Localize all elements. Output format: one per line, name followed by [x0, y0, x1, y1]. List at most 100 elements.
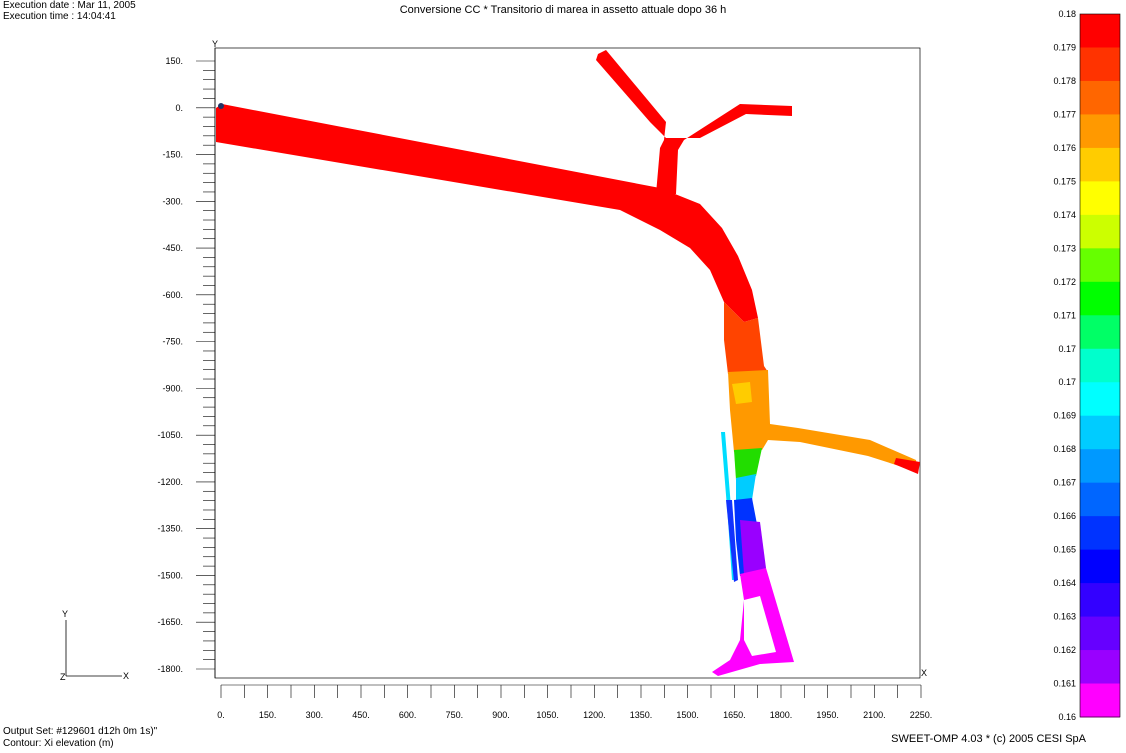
- x-axis-label: X: [921, 668, 927, 678]
- x-tick-label: 0.: [217, 710, 225, 720]
- legend-level-label: 0.162: [1053, 645, 1076, 655]
- y-tick-label: -1050.: [157, 430, 183, 440]
- channel-upper: [724, 302, 768, 374]
- legend-level-label: 0.16: [1058, 712, 1076, 722]
- y-tick-label: -600.: [162, 290, 183, 300]
- y-tick-label: 0.: [175, 103, 183, 113]
- channel-mid: [728, 370, 918, 472]
- x-tick-label: 750.: [446, 710, 464, 720]
- contour-label: Contour: Xi elevation (m): [3, 738, 114, 749]
- y-tick-label: 150.: [165, 56, 183, 66]
- legend-level-label: 0.164: [1053, 578, 1076, 588]
- east-outflow-tip: [894, 458, 920, 474]
- y-tick-label: -1350.: [157, 524, 183, 534]
- side-channel-blue: [726, 500, 738, 582]
- legend-swatch: [1080, 516, 1120, 551]
- legend-level-label: 0.165: [1053, 545, 1076, 555]
- execution-date: Execution date : Mar 11, 2005: [3, 0, 136, 11]
- channel-cyan: [736, 474, 756, 502]
- legend-frame: [1079, 13, 1121, 718]
- legend-level-label: 0.176: [1053, 143, 1076, 153]
- y-tick-label: -750.: [162, 337, 183, 347]
- y-tick-label: -150.: [162, 150, 183, 160]
- y-tick-label: -450.: [162, 243, 183, 253]
- y-axis-label: Y: [212, 39, 218, 49]
- y-tick-label: -1200.: [157, 477, 183, 487]
- x-axis-ticks: 0. 150. 300. 450. 600. 750. 900. 1050. 1200. 1350…: [217, 684, 933, 720]
- legend-level-label: 0.174: [1053, 210, 1076, 220]
- x-tick-label: 1050.: [536, 710, 559, 720]
- legend-level-label: 0.178: [1053, 76, 1076, 86]
- contour-regions: [216, 50, 920, 676]
- chart-title: Conversione CC * Transitorio di marea in…: [399, 4, 727, 16]
- legend-swatch: [1080, 114, 1120, 149]
- legend-swatch: [1080, 415, 1120, 450]
- x-tick-label: 2100.: [863, 710, 886, 720]
- legend-swatch: [1080, 181, 1120, 216]
- legend-swatch: [1080, 214, 1120, 249]
- legend-swatch: [1080, 348, 1120, 383]
- legend-level-label: 0.171: [1053, 310, 1076, 320]
- x-tick-label: 1800.: [770, 710, 793, 720]
- legend-swatch: [1080, 80, 1120, 115]
- color-legend: 0.18 0.179 0.178 0.177 0.176 0.175 0.174 0.173 0…: [1053, 9, 1121, 722]
- basin-hole: [744, 596, 776, 656]
- legend-swatch: [1080, 583, 1120, 618]
- y-tick-label: -1650.: [157, 617, 183, 627]
- channel-violet: [740, 520, 766, 574]
- triad-y-label: Y: [62, 609, 68, 619]
- legend-level-label: 0.173: [1053, 243, 1076, 253]
- legend-swatch: [1080, 14, 1120, 48]
- legend-swatch: [1080, 449, 1120, 484]
- legend-swatch: [1080, 248, 1120, 283]
- y-tick-label: -1500.: [157, 570, 183, 580]
- legend-level-label: 0.18: [1058, 9, 1076, 19]
- legend-level-label: 0.17: [1058, 344, 1076, 354]
- legend-level-label: 0.169: [1053, 411, 1076, 421]
- triad-x-label: X: [123, 671, 129, 681]
- execution-time: Execution time : 14:04:41: [3, 11, 116, 22]
- legend-level-label: 0.179: [1053, 42, 1076, 52]
- x-tick-label: 600.: [399, 710, 417, 720]
- x-tick-label: 300.: [306, 710, 324, 720]
- legend-swatch: [1080, 650, 1120, 685]
- origin-marker: [218, 103, 224, 109]
- software-credit: SWEET-OMP 4.03 * (c) 2005 CESI SpA: [891, 733, 1086, 745]
- y-tick-label: -1800.: [157, 664, 183, 674]
- channel-green: [734, 448, 762, 480]
- legend-swatch: [1080, 549, 1120, 584]
- y-tick-label: -900.: [162, 383, 183, 393]
- legend-level-label: 0.177: [1053, 109, 1076, 119]
- main-canal: [216, 104, 758, 322]
- legend-swatch: [1080, 315, 1120, 350]
- x-tick-label: 1650.: [723, 710, 746, 720]
- legend-swatch: [1080, 683, 1120, 718]
- legend-level-label: 0.175: [1053, 176, 1076, 186]
- x-tick-label: 150.: [259, 710, 277, 720]
- legend-swatch: [1080, 482, 1120, 517]
- x-tick-label: 1350.: [630, 710, 653, 720]
- x-tick-label: 2250.: [910, 710, 933, 720]
- legend-swatch: [1080, 382, 1120, 417]
- legend-level-label: 0.17: [1058, 377, 1076, 387]
- legend-swatch: [1080, 281, 1120, 316]
- legend-level-label: 0.172: [1053, 277, 1076, 287]
- legend-level-label: 0.161: [1053, 679, 1076, 689]
- triad-z-label: Z: [60, 672, 66, 682]
- channel-yellow: [732, 382, 752, 404]
- y-tick-label: -300.: [162, 196, 183, 206]
- legend-swatch: [1080, 616, 1120, 651]
- x-tick-label: 1950.: [816, 710, 839, 720]
- y-axis-ticks: 150. 0. -150. -300. -450. -600. -750. -900. -105…: [157, 48, 216, 678]
- legend-level-label: 0.166: [1053, 511, 1076, 521]
- legend-level-label: 0.167: [1053, 478, 1076, 488]
- x-tick-label: 900.: [492, 710, 510, 720]
- legend-level-label: 0.163: [1053, 612, 1076, 622]
- output-set-label: Output Set: #129601 d12h 0m 1s)": [3, 726, 158, 737]
- legend-swatch: [1080, 147, 1120, 182]
- x-tick-label: 450.: [352, 710, 370, 720]
- legend-level-label: 0.168: [1053, 444, 1076, 454]
- x-tick-label: 1500.: [676, 710, 699, 720]
- legend-swatch: [1080, 47, 1120, 82]
